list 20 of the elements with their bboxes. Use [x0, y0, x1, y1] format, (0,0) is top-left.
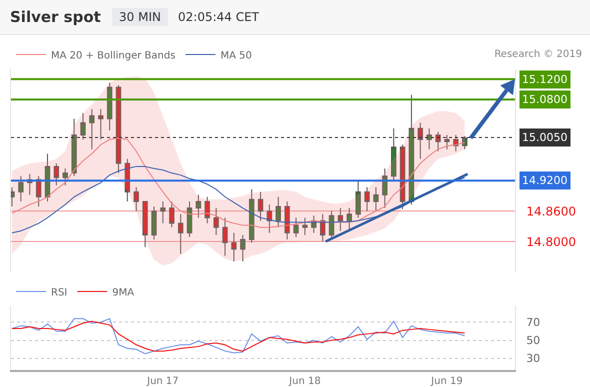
legend-label: MA 50 — [220, 50, 252, 62]
legend-label: RSI — [51, 287, 68, 298]
y-tick-label: 14.8600 — [526, 204, 576, 218]
text: 02:05:44 CET — [178, 10, 259, 24]
x-tick-label: Jun 18 — [288, 376, 321, 387]
text: 30 MIN — [112, 8, 168, 26]
ref-line-label: 15.0800 — [522, 93, 568, 106]
legend-label: 9MA — [112, 287, 134, 298]
y-tick-label: 14.8000 — [526, 234, 576, 249]
ref-line-label: 15.0050 — [522, 131, 568, 144]
ref-line-label: 15.1200 — [522, 73, 568, 86]
ref-line-label: 14.9200 — [522, 174, 568, 187]
x-tick-label: Jun 17 — [146, 376, 179, 387]
y-tick-label: 50 — [526, 334, 540, 348]
x-tick-label: Jun 19 — [430, 376, 463, 387]
legend-label: MA 20 + Bollinger Bands — [51, 50, 176, 62]
y-tick-label: 30 — [526, 352, 540, 366]
text: Research © 2019 — [494, 49, 582, 60]
chart-title: Silver spot — [10, 8, 101, 26]
y-tick-label: 70 — [526, 316, 540, 330]
